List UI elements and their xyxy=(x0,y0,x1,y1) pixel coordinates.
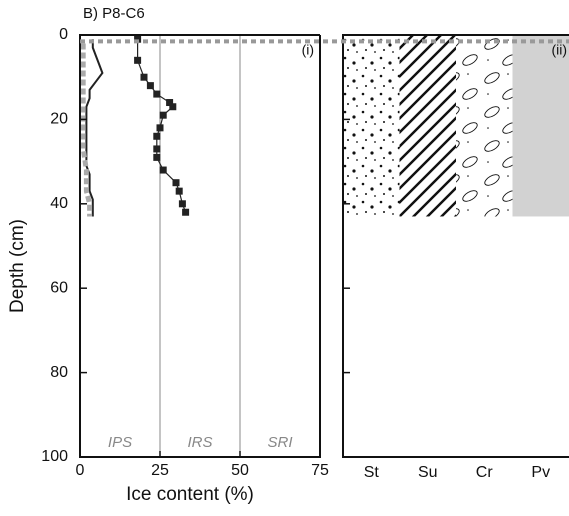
x-tick-label: Pv xyxy=(531,464,550,481)
bar xyxy=(399,35,456,217)
bar xyxy=(343,35,400,217)
series-line xyxy=(80,43,93,217)
bar xyxy=(456,35,513,217)
y-tick-label: 80 xyxy=(50,364,68,381)
panel-label: (i) xyxy=(302,42,314,58)
y-tick-label: 60 xyxy=(50,279,68,296)
y-tick-label: 100 xyxy=(41,448,68,465)
x-tick-label: 50 xyxy=(231,462,249,479)
x-tick-label: St xyxy=(364,464,380,481)
zone-label: IPS xyxy=(108,434,132,451)
x-tick-label: Cr xyxy=(476,464,494,481)
y-tick-label: 20 xyxy=(50,111,68,128)
x-tick-label: 25 xyxy=(151,462,169,479)
x-tick-label: 75 xyxy=(311,462,329,479)
y-tick-label: 0 xyxy=(59,26,68,43)
y-tick-label: 40 xyxy=(50,195,68,212)
figure-title: B) P8-C6 xyxy=(83,5,145,22)
bar xyxy=(512,35,569,217)
series-line xyxy=(137,39,187,213)
zone-label: SRI xyxy=(267,434,292,451)
axis-frame xyxy=(342,34,569,458)
x-tick-label: Su xyxy=(418,464,438,481)
axis-frame xyxy=(79,34,321,458)
x-axis-label: Ice content (%) xyxy=(126,484,254,505)
zone-label: IRS xyxy=(187,434,212,451)
series-line xyxy=(85,39,104,217)
x-tick-label: 0 xyxy=(76,462,85,479)
panel-label: (ii) xyxy=(551,42,567,58)
y-axis-label: Depth (cm) xyxy=(7,219,28,313)
